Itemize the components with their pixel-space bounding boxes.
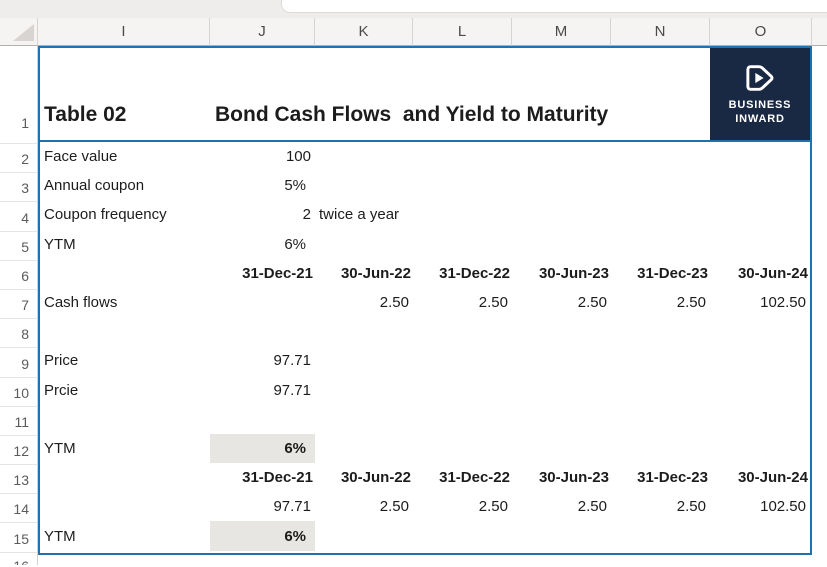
cell-date2-30-jun-22[interactable]: 30-Jun-22 <box>340 469 411 487</box>
logo-line2: INWARD <box>735 112 785 125</box>
row-empty-8 <box>40 317 810 346</box>
row-header-13[interactable]: 13 <box>0 465 38 495</box>
row-header-14[interactable]: 14 <box>0 494 38 524</box>
cell-r14-cf5[interactable]: 102.50 <box>760 498 806 516</box>
cell-date2-31-dec-23[interactable]: 31-Dec-23 <box>637 469 708 487</box>
cell-prcie-value[interactable]: 97.71 <box>273 381 311 399</box>
column-header-K[interactable]: K <box>315 18 413 46</box>
row-header-2[interactable]: 2 <box>0 144 38 174</box>
column-header-M[interactable]: M <box>512 18 611 46</box>
row-ytm-result-1: YTM 6% <box>40 433 810 464</box>
row-header-1[interactable]: 1 <box>0 46 38 144</box>
row-header-16[interactable]: 16 <box>0 552 38 565</box>
row-coupon-frequency: Coupon frequency 2 twice a year <box>40 200 810 229</box>
row-flows-with-price: 97.71 2.50 2.50 2.50 2.50 102.50 <box>40 492 810 521</box>
cell-r14-cf2[interactable]: 2.50 <box>478 498 508 516</box>
column-header-I[interactable]: I <box>38 18 210 46</box>
cell-r14-cf1[interactable]: 2.50 <box>379 498 409 516</box>
row-empty-11 <box>40 405 810 434</box>
select-all-corner[interactable] <box>0 18 38 46</box>
row-annual-coupon: Annual coupon 5% <box>40 171 810 200</box>
row-ytm-result-2: YTM 6% <box>40 521 810 551</box>
cell-ytm3-value[interactable]: 6% <box>210 521 315 551</box>
row-face-value: Face value 100 <box>40 142 810 171</box>
top-strip <box>0 0 827 18</box>
column-header-stub <box>812 18 827 46</box>
logo-line1: BUSINESS <box>728 99 792 112</box>
row-header-10[interactable]: 10 <box>0 377 38 407</box>
cell-r14-cf3[interactable]: 2.50 <box>577 498 607 516</box>
row-prcie: Prcie 97.71 <box>40 376 810 405</box>
cell-ytm2-label[interactable]: YTM <box>44 439 76 457</box>
cell-date2-31-dec-22[interactable]: 31-Dec-22 <box>439 469 510 487</box>
sheet-grid: Table 02 Bond Cash Flows and Yield to Ma… <box>38 46 827 567</box>
title-row: Table 02 Bond Cash Flows and Yield to Ma… <box>40 48 810 142</box>
cell-ytm3-label[interactable]: YTM <box>44 527 76 545</box>
cell-price-label[interactable]: Price <box>44 352 79 370</box>
cell-table-title[interactable]: Bond Cash Flows and Yield to Maturity <box>215 103 609 126</box>
row-dates-2: 31-Dec-21 30-Jun-22 31-Dec-22 30-Jun-23 … <box>40 463 810 492</box>
row-header-11[interactable]: 11 <box>0 406 38 436</box>
bond-table: Table 02 Bond Cash Flows and Yield to Ma… <box>38 46 812 555</box>
cell-date-31-dec-23[interactable]: 31-Dec-23 <box>637 264 708 282</box>
select-all-triangle-icon <box>13 24 34 41</box>
cell-annual-coupon-label[interactable]: Annual coupon <box>44 177 145 195</box>
cell-face-value-label[interactable]: Face value <box>44 148 118 166</box>
row-header-8[interactable]: 8 <box>0 319 38 349</box>
cell-r14-price[interactable]: 97.71 <box>273 498 311 516</box>
cell-date2-30-jun-23[interactable]: 30-Jun-23 <box>538 469 609 487</box>
column-header-L[interactable]: L <box>413 18 512 46</box>
row-header-5[interactable]: 5 <box>0 231 38 261</box>
row-cash-flows: Cash flows 2.50 2.50 2.50 2.50 102.50 <box>40 288 810 317</box>
cell-ytm2-value[interactable]: 6% <box>210 433 315 464</box>
cell-cash-flow-3[interactable]: 2.50 <box>577 294 607 312</box>
d-arrow-logo-icon <box>746 65 774 92</box>
row-header-7[interactable]: 7 <box>0 289 38 320</box>
cell-date-31-dec-21[interactable]: 31-Dec-21 <box>242 264 313 282</box>
business-inward-logo[interactable]: BUSINESS INWARD <box>710 48 810 140</box>
row-header-15[interactable]: 15 <box>0 523 38 553</box>
cell-date2-31-dec-21[interactable]: 31-Dec-21 <box>242 469 313 487</box>
cell-coupon-frequency-label[interactable]: Coupon frequency <box>44 206 167 224</box>
cell-date-30-jun-24[interactable]: 30-Jun-24 <box>737 264 808 282</box>
cell-annual-coupon[interactable]: 5% <box>284 177 306 195</box>
cell-date-31-dec-22[interactable]: 31-Dec-22 <box>439 264 510 282</box>
row-header-4[interactable]: 4 <box>0 202 38 232</box>
cell-ytm-value[interactable]: 6% <box>284 235 306 253</box>
cell-date2-30-jun-24[interactable]: 30-Jun-24 <box>737 469 808 487</box>
cell-cash-flows-label[interactable]: Cash flows <box>44 294 118 312</box>
data-rows: Face value 100 Annual coupon 5% Coupon f… <box>40 142 810 551</box>
cell-cash-flow-4[interactable]: 2.50 <box>676 294 706 312</box>
cell-table-number[interactable]: Table 02 <box>44 103 127 126</box>
row-dates-1: 31-Dec-21 30-Jun-22 31-Dec-22 30-Jun-23 … <box>40 259 810 288</box>
row-ytm-input: YTM 6% <box>40 230 810 259</box>
cell-cash-flow-5[interactable]: 102.50 <box>760 294 806 312</box>
row-header-12[interactable]: 12 <box>0 435 38 466</box>
cell-coupon-frequency[interactable]: 2 <box>302 206 311 224</box>
cell-date-30-jun-22[interactable]: 30-Jun-22 <box>340 264 411 282</box>
top-tab <box>281 0 827 13</box>
cell-r14-cf4[interactable]: 2.50 <box>676 498 706 516</box>
cell-price-value[interactable]: 97.71 <box>273 352 311 370</box>
cell-face-value[interactable]: 100 <box>285 148 311 166</box>
cell-frequency-note[interactable]: twice a year <box>319 206 400 224</box>
cell-prcie-label[interactable]: Prcie <box>44 381 79 399</box>
column-headers: I J K L M N O <box>38 18 827 46</box>
column-header-J[interactable]: J <box>210 18 315 46</box>
cell-date-30-jun-23[interactable]: 30-Jun-23 <box>538 264 609 282</box>
cell-cash-flow-1[interactable]: 2.50 <box>379 294 409 312</box>
row-header-3[interactable]: 3 <box>0 173 38 203</box>
cell-cash-flow-2[interactable]: 2.50 <box>478 294 508 312</box>
row-headers: 1 2 3 4 5 6 7 8 9 10 11 12 13 14 15 16 <box>0 46 38 565</box>
cell-ytm-label[interactable]: YTM <box>44 235 76 253</box>
column-header-O[interactable]: O <box>710 18 812 46</box>
row-header-6[interactable]: 6 <box>0 260 38 290</box>
column-header-N[interactable]: N <box>611 18 710 46</box>
row-price: Price 97.71 <box>40 346 810 375</box>
row-header-9[interactable]: 9 <box>0 348 38 378</box>
